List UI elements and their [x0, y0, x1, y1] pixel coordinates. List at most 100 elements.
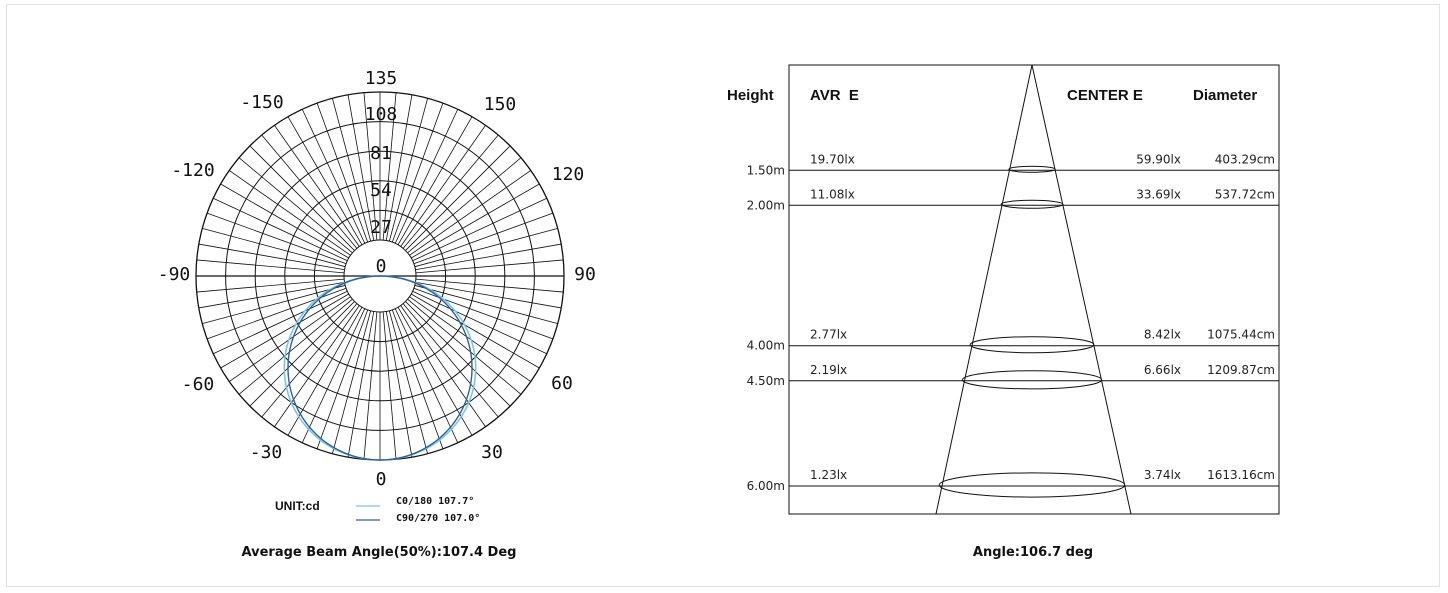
polar-spoke: [414, 227, 558, 268]
polar-ring-label: 27: [370, 217, 392, 238]
avr-e-value: 2.77lx: [810, 328, 847, 342]
center-e-value: 3.74lx: [1144, 468, 1181, 482]
header-diameter: Diameter: [1193, 87, 1257, 104]
polar-ring-label: 54: [370, 180, 392, 201]
polar-angle-label: 90: [574, 264, 596, 285]
content-frame: [6, 4, 1440, 587]
polar-angle-label: 30: [481, 442, 503, 463]
polar-spoke: [391, 309, 444, 450]
polar-spoke: [415, 259, 564, 274]
polar-curves: [283, 275, 477, 461]
beam-ellipse: [969, 336, 1095, 354]
height-label: 4.00m: [747, 339, 785, 353]
polar-spoke: [388, 310, 429, 454]
diameter-value: 1613.16cm: [1207, 468, 1275, 482]
diameter-value: 1075.44cm: [1207, 328, 1275, 342]
center-e-value: 59.90lx: [1136, 152, 1181, 166]
polar-spoke: [413, 287, 554, 340]
avr-e-value: 2.19lx: [810, 363, 847, 377]
polar-angle-label: 0: [376, 469, 387, 490]
beam-ellipse: [1000, 199, 1064, 209]
polar-angle-label: -60: [182, 374, 215, 395]
polar-spoke: [347, 94, 375, 241]
polar-angle-label: -120: [171, 160, 214, 181]
polar-spoke: [385, 94, 413, 241]
polar-spoke: [316, 309, 369, 450]
polar-spoke: [301, 109, 366, 244]
polar-spoke: [198, 281, 345, 309]
polar-angle-labels: 135 -150 150 -120 120 -90 90 -60 60 -30 30 0: [158, 68, 596, 490]
polar-spoke: [405, 145, 511, 251]
polar-spoke: [415, 243, 562, 271]
cone-rows: 1.50m 19.70lx 59.90lx 403.29cm 2.00m 11.08lx 3…: [747, 152, 1279, 498]
polar-spoke: [220, 183, 350, 259]
polar-spoke: [407, 298, 522, 395]
unit-label: UNIT:cd: [275, 499, 320, 513]
height-label: 1.50m: [747, 163, 785, 177]
polar-angle-label: -30: [250, 442, 283, 463]
polar-spoke: [249, 145, 355, 251]
legend-c90-270: C90/270 107.0°: [396, 513, 480, 524]
polar-spoke: [397, 116, 473, 246]
polar-spoke: [391, 102, 444, 243]
cone-caption: Angle:106.7 deg: [973, 545, 1093, 560]
center-e-value: 8.42lx: [1144, 328, 1181, 342]
polar-spoke: [301, 308, 366, 443]
polar-spoke: [316, 102, 369, 243]
cone-frame: [788, 64, 1280, 515]
polar-angle-label: -90: [158, 264, 191, 285]
polar-ring-label: 81: [370, 143, 392, 164]
diameter-value: 537.72cm: [1215, 187, 1275, 201]
polar-spoke: [394, 109, 459, 244]
polar-spoke: [394, 308, 459, 443]
polar-spoke: [402, 134, 499, 249]
polar-spoke: [196, 259, 345, 274]
polar-angle-label: 135: [365, 68, 398, 89]
polar-spoke: [407, 157, 522, 254]
polar-angle-label: 150: [484, 94, 517, 115]
polar-spoke: [261, 303, 358, 418]
height-label: 4.50m: [747, 374, 785, 388]
polar-spoke: [412, 290, 547, 355]
beam-ellipse: [938, 472, 1126, 498]
polar-spoke: [249, 301, 355, 407]
polar-spoke: [220, 293, 350, 369]
polar-spoke: [206, 212, 347, 265]
polar-spoke: [213, 197, 348, 262]
polar-spoke: [402, 303, 499, 418]
polar-spoke: [415, 281, 562, 309]
polar-ring-label: 108: [365, 104, 398, 125]
polar-spoke: [331, 310, 372, 454]
polar-spoke: [409, 170, 531, 256]
polar-spoke: [202, 227, 346, 268]
avr-e-value: 11.08lx: [810, 187, 855, 201]
polar-spoke: [410, 293, 540, 369]
polar-spoke: [261, 134, 358, 249]
center-e-value: 33.69lx: [1136, 187, 1181, 201]
polar-angle-label: 120: [552, 164, 585, 185]
legend-c0-180: C0/180 107.7°: [396, 496, 474, 507]
polar-spoke: [196, 278, 345, 293]
polar-spoke: [202, 284, 346, 325]
polar-spoke: [405, 301, 511, 407]
header-height: Height: [727, 87, 774, 104]
polar-legend: UNIT:cd C0/180 107.7° C90/270 107.0°: [275, 496, 480, 524]
polar-ring-labels: 108 81 54 27 0: [365, 104, 398, 277]
polar-spoke: [238, 157, 353, 254]
polar-spoke: [363, 92, 378, 241]
polar-spoke: [274, 305, 360, 427]
polar-intensity-chart: 135 -150 150 -120 120 -90 90 -60 60 -30 30 0 108 81 5…: [158, 68, 596, 490]
polar-series-curve: [287, 275, 473, 461]
polar-spoke: [363, 311, 378, 460]
height-label: 6.00m: [747, 479, 785, 493]
polar-spoke: [198, 243, 345, 271]
polar-spoke: [413, 212, 554, 265]
illuminance-cone-chart: Height AVR E CENTER E Diameter 1.50m 19.7…: [727, 64, 1280, 515]
polar-ring-label: 0: [376, 256, 387, 277]
diameter-value: 403.29cm: [1215, 152, 1275, 166]
polar-spoke: [382, 311, 397, 460]
polar-spoke: [382, 92, 397, 241]
beam-ellipse: [961, 370, 1103, 390]
polar-angle-label: 60: [551, 373, 573, 394]
